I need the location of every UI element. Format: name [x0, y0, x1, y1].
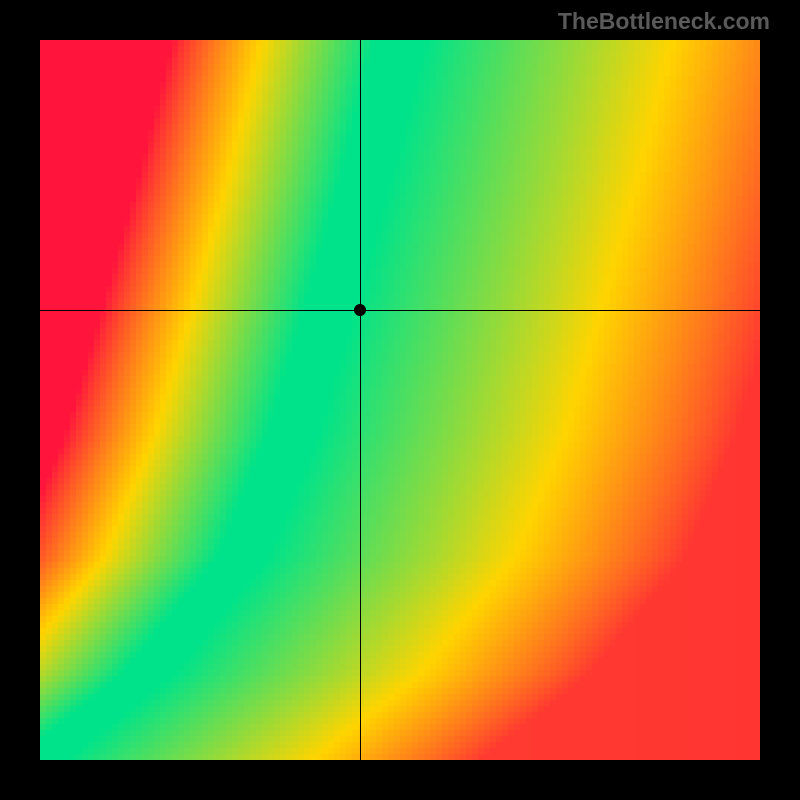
heatmap-canvas: [40, 40, 760, 760]
crosshair-vertical: [360, 40, 361, 760]
watermark-text: TheBottleneck.com: [558, 8, 770, 35]
crosshair-horizontal: [40, 310, 760, 311]
crosshair-point: [354, 304, 366, 316]
heatmap-plot: [40, 40, 760, 760]
